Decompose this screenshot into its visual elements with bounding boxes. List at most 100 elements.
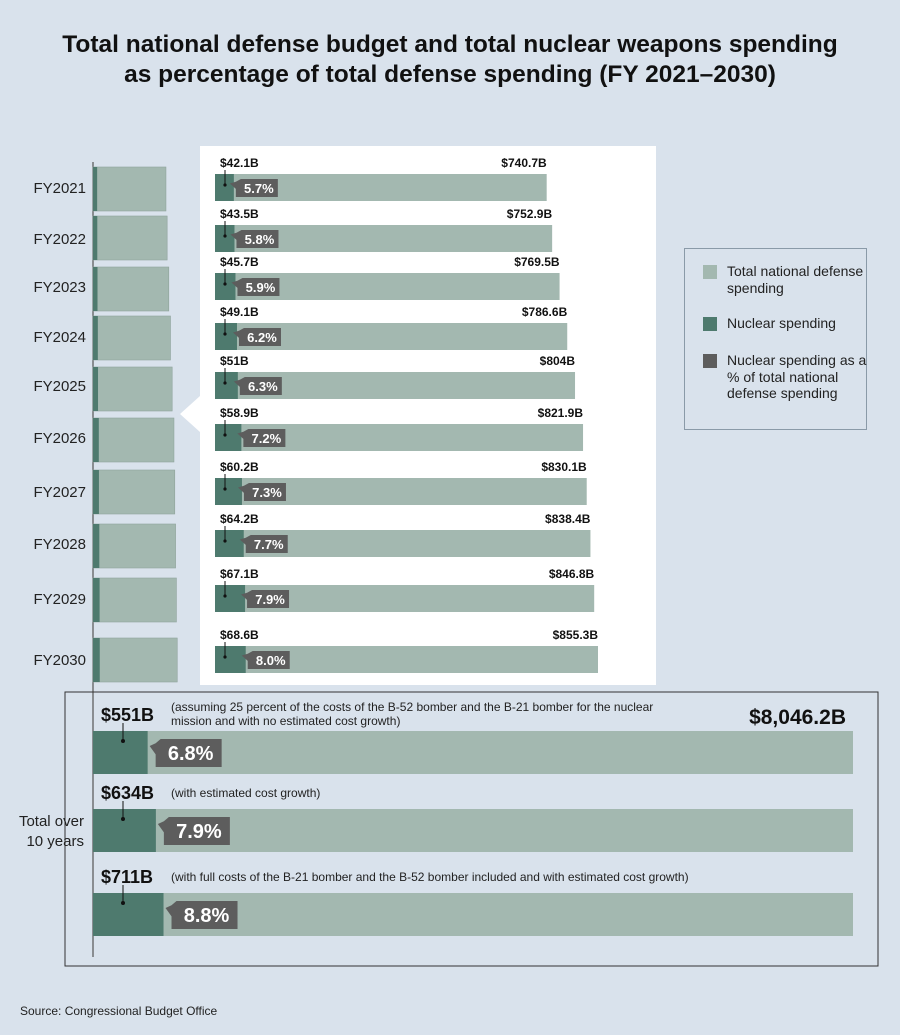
nuclear-value-label: $43.5B xyxy=(220,207,259,221)
percent-callout xyxy=(232,328,281,346)
mini-bar-nuclear xyxy=(93,167,98,211)
legend-swatch-nuclear xyxy=(703,317,717,331)
mini-bar-total xyxy=(92,637,178,683)
total-value-label: $752.9B xyxy=(507,207,553,221)
nuclear-leader-dot xyxy=(223,282,227,286)
mini-bar-total xyxy=(92,315,171,361)
percent-label: 7.9% xyxy=(255,592,285,607)
legend-swatch-percent xyxy=(703,354,717,368)
total-value-label: $846.8B xyxy=(549,567,595,581)
percent-callout xyxy=(229,179,278,197)
nuclear-leader-dot xyxy=(223,433,227,437)
mini-bar-total xyxy=(92,215,168,261)
scenario-note-line1: (assuming 25 percent of the costs of the… xyxy=(171,700,653,714)
mini-bar-total xyxy=(92,266,170,312)
mini-bar-total xyxy=(92,577,177,623)
scenario-nuclear-label: $634B xyxy=(101,783,154,803)
scenario-nuclear-label: $711B xyxy=(101,867,153,887)
nuclear-value-label: $42.1B xyxy=(220,156,259,170)
bar-nuclear xyxy=(215,174,234,201)
nuclear-value-label: $49.1B xyxy=(220,305,259,319)
grand-total-label: $8,046.2B xyxy=(749,706,846,729)
scenario-percent-callout xyxy=(149,739,222,767)
bar-nuclear xyxy=(215,478,242,505)
total-value-label: $804B xyxy=(540,354,576,368)
bar-nuclear xyxy=(215,646,246,673)
total-value-label: $830.1B xyxy=(541,460,587,474)
title-line-2: as percentage of total defense spending … xyxy=(124,61,776,88)
totals-label-line2: 10 years xyxy=(26,833,84,850)
mini-bar-nuclear xyxy=(93,316,98,360)
percent-callout xyxy=(241,651,290,669)
percent-callout xyxy=(233,377,282,395)
nuclear-value-label: $51B xyxy=(220,354,249,368)
percent-label: 5.8% xyxy=(245,232,275,247)
mini-bar-nuclear xyxy=(93,578,100,622)
mini-bar-nuclear xyxy=(93,418,99,462)
nuclear-value-label: $68.6B xyxy=(220,628,259,642)
year-label: FY2021 xyxy=(33,180,86,197)
totals-label-line1: Total over xyxy=(19,813,84,830)
year-label: FY2027 xyxy=(33,484,86,501)
year-label: FY2024 xyxy=(33,329,86,346)
percent-label: 5.7% xyxy=(244,181,274,196)
scenario-percent-callout xyxy=(157,817,230,845)
scenario-leader-dot xyxy=(121,901,125,905)
bar-nuclear xyxy=(215,323,237,350)
mini-bar-total xyxy=(92,366,173,412)
scenario-note: (with estimated cost growth) xyxy=(171,786,320,800)
mini-bar-nuclear xyxy=(93,216,98,260)
legend-label-nuclear: Nuclear spending xyxy=(727,315,836,331)
percent-label: 5.9% xyxy=(246,280,276,295)
total-value-label: $838.4B xyxy=(545,512,591,526)
scenario-note: (with full costs of the B-21 bomber and … xyxy=(171,870,689,884)
nuclear-total-bar xyxy=(93,809,156,852)
chart-title: Total national defense budget and total … xyxy=(0,30,900,90)
scenario-percent-label: 6.8% xyxy=(168,743,214,765)
year-label: FY2022 xyxy=(33,231,86,248)
total-value-label: $855.3B xyxy=(553,628,599,642)
percent-label: 7.3% xyxy=(252,485,282,500)
total-value-label: $740.7B xyxy=(501,156,547,170)
mini-bar-nuclear xyxy=(93,638,100,682)
percent-callout xyxy=(237,483,286,501)
year-label: FY2029 xyxy=(33,591,86,608)
year-label: FY2028 xyxy=(33,536,86,553)
scenario-nuclear-label: $551B xyxy=(101,705,154,725)
bar-nuclear xyxy=(215,530,244,557)
scenario-leader-dot xyxy=(121,739,125,743)
mini-bar-nuclear xyxy=(93,267,98,311)
bar-nuclear xyxy=(215,585,246,612)
bar-nuclear xyxy=(215,424,242,451)
legend-label-total: Total national defense spending xyxy=(727,263,864,296)
title-line-1: Total national defense budget and total … xyxy=(62,31,838,58)
nuclear-leader-dot xyxy=(223,234,227,238)
scenario-leader-dot xyxy=(121,817,125,821)
nuclear-leader-dot xyxy=(223,487,227,491)
legend: Total national defense spending Nuclear … xyxy=(684,248,867,430)
percent-callout xyxy=(231,278,280,296)
mini-bar-nuclear xyxy=(93,524,100,568)
year-label: FY2030 xyxy=(33,652,86,669)
percent-label: 7.2% xyxy=(252,431,282,446)
nuclear-value-label: $60.2B xyxy=(220,460,259,474)
percent-label: 6.2% xyxy=(247,330,277,345)
mini-bar-nuclear xyxy=(93,470,99,514)
percent-callout xyxy=(237,429,286,447)
total-value-label: $786.6B xyxy=(522,305,568,319)
year-label: FY2026 xyxy=(33,430,86,447)
scenario-percent-label: 8.8% xyxy=(184,905,230,927)
legend-swatch-total xyxy=(703,265,717,279)
bar-nuclear xyxy=(215,225,235,252)
nuclear-value-label: $67.1B xyxy=(220,567,259,581)
nuclear-value-label: $58.9B xyxy=(220,406,259,420)
nuclear-leader-dot xyxy=(223,594,227,598)
percent-label: 7.7% xyxy=(254,537,284,552)
mini-bar-total xyxy=(92,523,176,569)
year-label: FY2023 xyxy=(33,279,86,296)
scenario-percent-label: 7.9% xyxy=(176,821,222,843)
mini-bar-total xyxy=(92,469,176,515)
nuclear-total-bar xyxy=(93,731,148,774)
mini-bar-nuclear xyxy=(93,367,99,411)
